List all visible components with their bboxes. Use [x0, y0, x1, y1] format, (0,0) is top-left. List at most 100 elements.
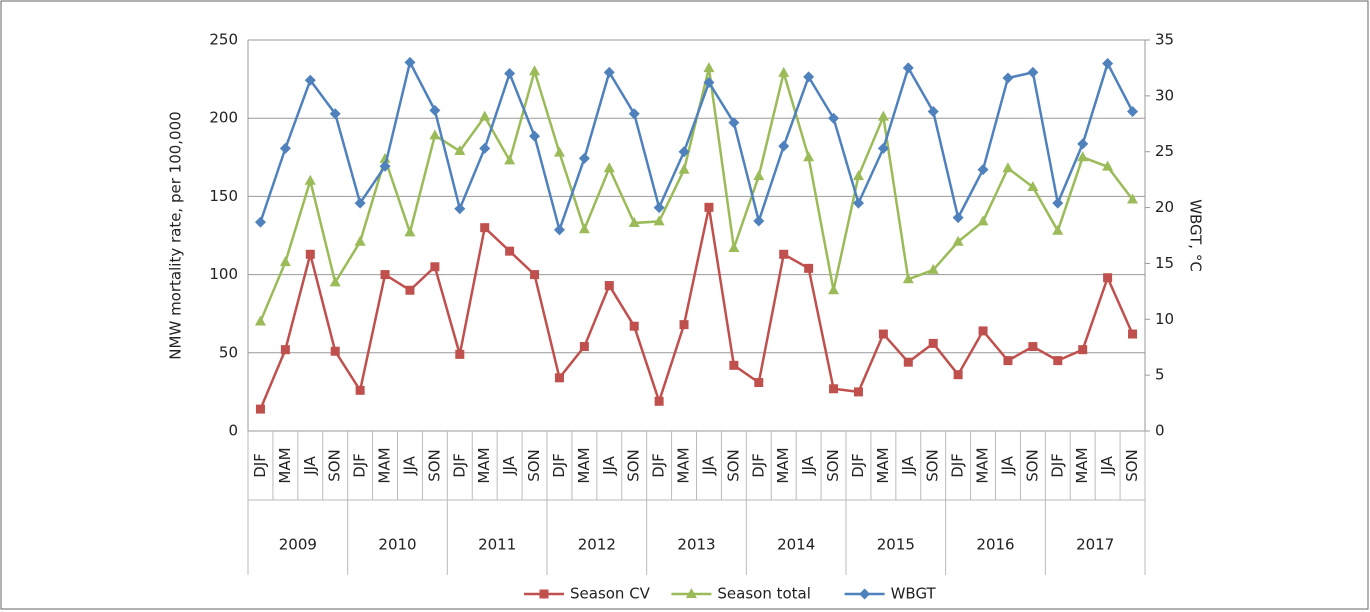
data-point: [429, 129, 441, 140]
data-point: [1027, 181, 1039, 192]
data-point: [279, 256, 291, 267]
x-tick-label: SON: [525, 449, 543, 482]
x-group-label: 2010: [378, 536, 416, 554]
x-tick-label: DJF: [251, 453, 269, 478]
x-tick-label: JJA: [699, 455, 717, 476]
data-point: [1102, 160, 1114, 171]
data-point: [902, 62, 914, 74]
data-point: [928, 338, 938, 348]
x-tick-label: JJA: [500, 455, 518, 476]
x-tick-label: DJF: [351, 453, 369, 478]
data-point: [1128, 329, 1138, 339]
y2-tick-label: 15: [1155, 254, 1174, 272]
legend-label: WBGT: [891, 585, 937, 603]
y-tick-label: 0: [228, 422, 238, 440]
x-tick-label: SON: [625, 449, 643, 482]
data-point: [1027, 66, 1039, 78]
x-tick-label: SON: [425, 449, 443, 482]
data-point: [628, 216, 640, 227]
data-point: [355, 385, 365, 395]
legend-marker: [685, 588, 697, 598]
data-point: [603, 66, 615, 78]
y-tick-label: 150: [209, 187, 238, 205]
data-point: [877, 110, 889, 121]
x-group-label: 2012: [578, 536, 616, 554]
x-tick-label: JJA: [1098, 455, 1116, 476]
y2-tick-label: 0: [1155, 422, 1165, 440]
data-point: [852, 197, 864, 209]
x-tick-label: JJA: [301, 455, 319, 476]
data-point: [454, 145, 466, 156]
x-tick-label: DJF: [1048, 453, 1066, 478]
x-group-label: 2016: [976, 536, 1014, 554]
data-point: [504, 68, 516, 80]
data-point: [779, 249, 789, 259]
data-point: [579, 342, 589, 352]
x-tick-label: JJA: [998, 455, 1016, 476]
data-point: [254, 315, 266, 326]
data-point: [1002, 72, 1014, 84]
data-point: [1053, 356, 1063, 366]
x-tick-label: JJA: [400, 455, 418, 476]
y-tick-label: 100: [209, 265, 238, 283]
data-point: [803, 151, 815, 162]
x-tick-label: JJA: [899, 455, 917, 476]
x-tick-label: SON: [724, 449, 742, 482]
legend-label: Season CV: [570, 585, 651, 603]
data-point: [778, 66, 790, 77]
data-point: [804, 263, 814, 273]
data-point: [529, 130, 541, 142]
legend-marker: [539, 589, 549, 599]
data-point: [1052, 224, 1064, 235]
data-point: [354, 235, 366, 246]
data-point: [878, 329, 888, 339]
x-tick-label: MAM: [376, 447, 394, 483]
data-point: [1028, 342, 1038, 352]
data-point: [1002, 162, 1014, 173]
data-point: [255, 404, 265, 414]
data-point: [678, 146, 690, 158]
y2-axis-title: WBGT, °C: [1187, 199, 1205, 272]
data-point: [978, 326, 988, 336]
data-point: [279, 142, 291, 154]
data-point: [603, 162, 615, 173]
data-point: [852, 170, 864, 181]
data-point: [977, 164, 989, 176]
data-point: [280, 345, 290, 355]
data-point: [304, 174, 316, 185]
data-point: [504, 154, 516, 165]
y-axis-title: NMW mortality rate, per 100,000: [167, 111, 185, 359]
data-point: [553, 146, 565, 157]
data-point: [1127, 105, 1139, 117]
x-tick-label: SON: [824, 449, 842, 482]
data-point: [1003, 356, 1013, 366]
data-point: [977, 215, 989, 226]
data-point: [553, 224, 565, 236]
data-point: [653, 202, 665, 214]
data-point: [304, 74, 316, 86]
data-point: [455, 349, 465, 359]
x-group-label: 2015: [877, 536, 915, 554]
data-point: [479, 142, 491, 154]
data-point: [753, 215, 765, 227]
series-line: [259, 58, 1134, 235]
x-tick-label: SON: [326, 449, 344, 482]
data-point: [703, 76, 715, 88]
data-point: [778, 140, 790, 152]
data-point: [1052, 197, 1064, 209]
data-point: [454, 203, 466, 215]
data-point: [1103, 273, 1113, 283]
data-point: [329, 276, 341, 287]
data-point: [877, 142, 889, 154]
x-group-label: 2017: [1076, 536, 1114, 554]
data-point: [753, 170, 765, 181]
x-group-label: 2013: [677, 536, 715, 554]
data-point: [404, 226, 416, 237]
y2-tick-label: 30: [1155, 86, 1174, 104]
data-point: [754, 378, 764, 388]
data-point: [1102, 57, 1114, 69]
x-group-label: 2011: [478, 536, 516, 554]
x-group-label: 2014: [777, 536, 815, 554]
data-point: [554, 373, 564, 383]
